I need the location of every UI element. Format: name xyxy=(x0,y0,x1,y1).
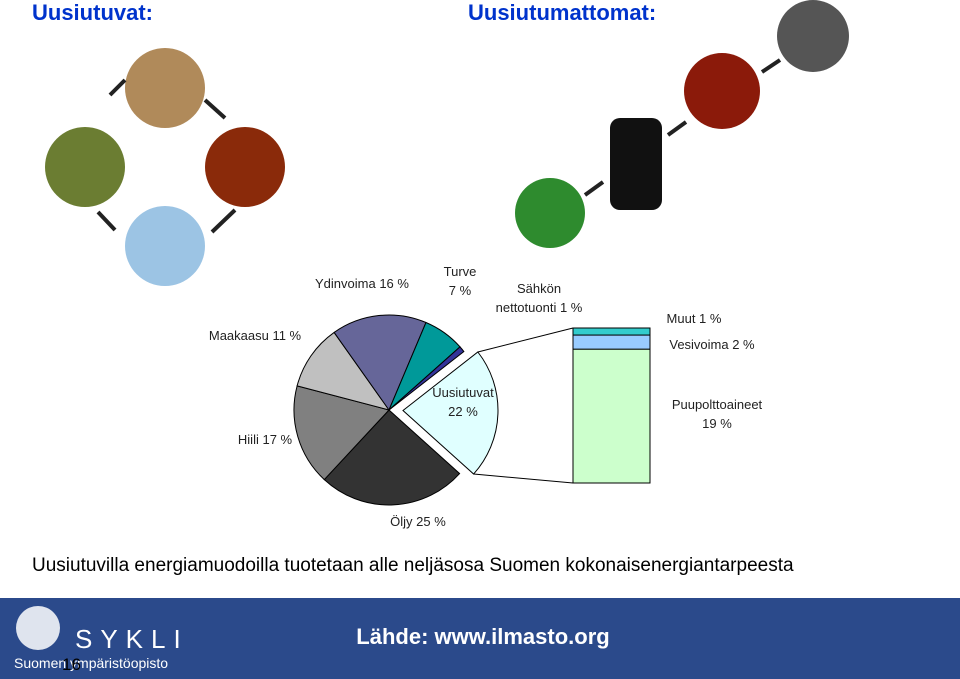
data-label: 7 % xyxy=(449,283,472,298)
pie-slice xyxy=(333,314,427,412)
pie-slice xyxy=(296,331,391,411)
caption: Uusiutuvilla energiamuodoilla tuotetaan … xyxy=(32,555,794,576)
footer-band xyxy=(0,598,960,679)
pie-slice xyxy=(388,346,465,411)
illustrations xyxy=(45,0,849,286)
logo-mark xyxy=(16,606,60,650)
plant-image xyxy=(515,178,585,248)
source: Lähde: www.ilmasto.org xyxy=(356,624,609,649)
data-label: Ydinvoima 16 % xyxy=(315,276,409,291)
bar-segment xyxy=(572,348,651,484)
bar-segment xyxy=(572,327,651,336)
logo-subtitle: Suomen ympäristöopisto xyxy=(14,655,168,671)
connector xyxy=(477,327,574,353)
data-label: Muut 1 % xyxy=(667,311,722,326)
chart: Uusiutuvat 22 % Öljy 25 % Hiili 17 % Maakaas… xyxy=(209,264,763,529)
left-title: Uusiutuvat: xyxy=(32,0,153,25)
forest-image xyxy=(45,127,125,207)
data-label: Sähkön xyxy=(517,281,561,296)
connector xyxy=(473,473,574,484)
wood-image xyxy=(125,48,205,128)
bar-segment xyxy=(572,334,651,350)
data-label: 19 % xyxy=(702,416,732,431)
data-label: Puupolttoaineet xyxy=(672,397,763,412)
co2-globe-image xyxy=(777,0,849,72)
data-label: Uusiutuvat xyxy=(432,385,494,400)
data-label: 22 % xyxy=(448,404,478,419)
arrows xyxy=(96,58,782,234)
data-label: Öljy 25 % xyxy=(390,514,446,529)
data-label: nettotuonti 1 % xyxy=(496,300,583,315)
page-number: 16 xyxy=(62,655,81,674)
data-label: Maakaasu 11 % xyxy=(209,328,302,343)
data-label: Hiili 17 % xyxy=(238,432,293,447)
fire-image xyxy=(205,127,285,207)
pie-slice xyxy=(323,409,461,506)
data-label: Vesivoima 2 % xyxy=(669,337,755,352)
logo-name: SYKLI xyxy=(75,624,189,654)
factory-image xyxy=(684,53,760,129)
right-title: Uusiutumattomat: xyxy=(468,0,656,25)
sprout-image xyxy=(125,206,205,286)
data-label: Turve xyxy=(444,264,477,279)
pie-slice xyxy=(402,351,499,475)
oil-barrel-image xyxy=(610,118,662,210)
pie-slice xyxy=(293,385,390,481)
